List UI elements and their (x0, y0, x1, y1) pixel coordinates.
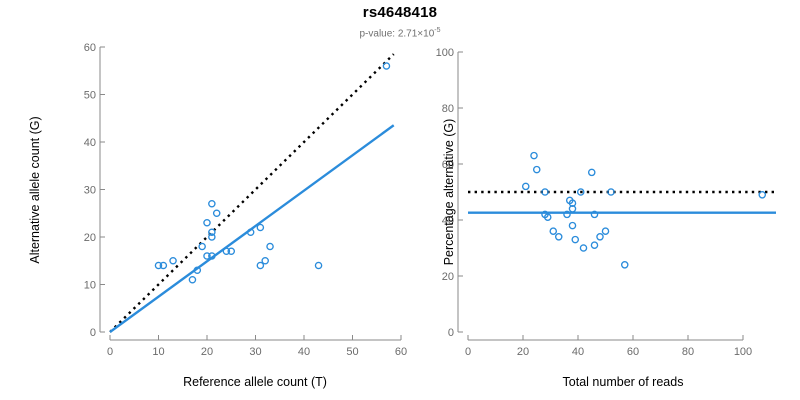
data-point (188, 275, 197, 284)
data-point (568, 205, 577, 213)
y-axis-tick-label: 40 (442, 215, 454, 227)
data-point (208, 233, 216, 241)
x-axis-title-left: Reference allele count (T) (183, 375, 327, 389)
data-point (587, 168, 596, 177)
data-point (212, 209, 221, 218)
x-axis-tick-label: 10 (152, 346, 164, 358)
x-axis-tick-label: 60 (627, 346, 639, 358)
y-axis-tick-label: 50 (84, 90, 96, 102)
data-point (554, 233, 563, 241)
data-point (154, 261, 163, 270)
data-point (208, 228, 216, 237)
data-point (590, 210, 599, 219)
x-axis-tick-label: 0 (107, 346, 113, 358)
y-axis-tick-label: 10 (84, 280, 96, 292)
x-axis-tick-label: 40 (298, 346, 310, 358)
data-point (208, 199, 216, 208)
data-point (530, 151, 538, 160)
scatter-plot-percentage-alternative: 0 20 40 60 80 100 0 20 40 60 80 100 (436, 47, 776, 358)
axis-group: 0 20 40 60 80 100 0 20 40 60 80 100 (436, 47, 753, 358)
reference-line (109, 53, 395, 333)
reference-line-segment (109, 53, 395, 333)
y-axis-tick-label: 30 (84, 185, 96, 197)
data-point (571, 235, 580, 244)
data-point (563, 210, 571, 219)
data-point (620, 261, 629, 269)
x-axis-tick-label: 60 (395, 346, 407, 358)
data-point (568, 221, 577, 230)
fit-line-segment (109, 124, 395, 333)
data-point (521, 182, 530, 191)
panel-allele-counts: 0 10 20 30 40 50 60 0 10 20 30 40 50 60 Reference all… (28, 42, 407, 389)
y-axis-tick-label: 40 (84, 137, 96, 149)
y-axis-tick-label: 20 (84, 232, 96, 244)
data-points (154, 62, 391, 284)
data-point (193, 266, 202, 275)
panel-percentage-alternative: 0 20 40 60 80 100 0 20 40 60 80 100 Total number of… (420, 0, 800, 400)
data-point (159, 261, 168, 270)
data-point (590, 241, 599, 249)
data-point (596, 233, 604, 241)
data-point (198, 242, 206, 251)
scatter-plot-allele-counts: 0 10 20 30 40 50 60 0 10 20 30 40 50 60 (84, 42, 407, 358)
x-axis-tick-label: 20 (201, 346, 213, 358)
data-point (532, 165, 541, 174)
data-point (576, 188, 585, 196)
x-axis-tick-label: 0 (465, 346, 471, 358)
data-point (203, 218, 211, 227)
y-axis-tick-label: 100 (436, 47, 454, 59)
y-axis-tick-label: 0 (448, 327, 454, 339)
data-point (169, 256, 177, 265)
data-point (266, 242, 274, 251)
data-points (521, 151, 767, 269)
y-axis-title-right: Percentage alternative (G) (442, 118, 456, 266)
data-point (549, 227, 558, 235)
data-point (314, 261, 323, 270)
y-axis-title-left: Alternative allele count (G) (28, 116, 42, 264)
data-point (261, 256, 269, 265)
x-axis-tick-label: 80 (682, 346, 694, 358)
y-axis-tick-label: 0 (90, 327, 96, 339)
x-axis-title-right: Total number of reads (562, 375, 684, 389)
data-point (382, 62, 391, 70)
fit-line (109, 124, 395, 333)
y-axis-tick-label: 80 (442, 103, 454, 115)
data-point (222, 247, 231, 256)
data-point (256, 223, 265, 232)
x-axis-tick-label: 40 (572, 346, 584, 358)
x-axis-tick-label: 30 (249, 346, 261, 358)
data-point (208, 252, 216, 260)
data-point (541, 188, 549, 196)
x-axis-tick-label: 20 (517, 346, 529, 358)
x-axis-tick-label: 50 (346, 346, 358, 358)
data-point (256, 261, 265, 270)
data-point (543, 213, 552, 221)
y-axis-tick-label: 60 (442, 159, 454, 171)
y-axis-tick-label: 20 (442, 271, 454, 283)
data-point (601, 227, 610, 235)
axis-group: 0 10 20 30 40 50 60 0 10 20 30 40 50 60 (84, 42, 407, 358)
data-point (203, 252, 211, 260)
data-point (758, 191, 767, 199)
data-point (246, 228, 255, 237)
data-point (607, 188, 615, 196)
y-axis-tick-label: 60 (84, 42, 96, 54)
data-point (227, 247, 236, 256)
x-axis-tick-label: 100 (734, 346, 752, 358)
data-point (579, 244, 588, 252)
